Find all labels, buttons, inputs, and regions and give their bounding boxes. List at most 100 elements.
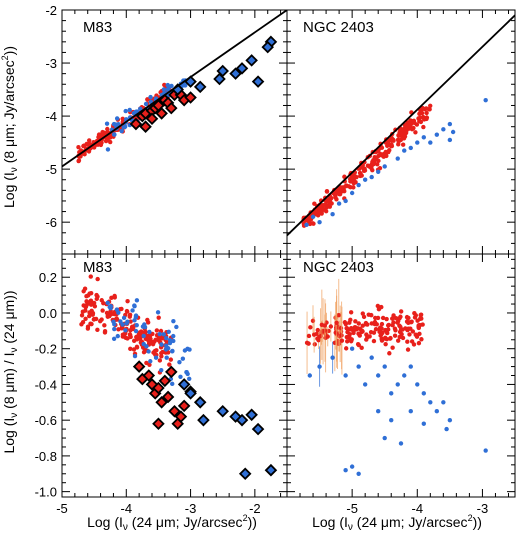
point-red [415,318,420,323]
point-red [108,139,113,145]
point-blue [165,82,170,88]
point-diamond-blue [216,404,229,418]
point-red [80,309,86,314]
point-red [85,324,91,329]
point-red [410,329,416,334]
point-red [84,294,89,299]
point-blue [111,132,117,137]
point-blue [114,116,120,121]
point-blue [369,174,374,180]
point-red [396,139,401,144]
point-blue [447,137,453,143]
point-blue [376,409,381,414]
point-blue [174,324,179,330]
point-red [306,341,311,346]
point-red [419,316,424,321]
point-red [387,336,393,341]
point-red [116,327,121,332]
point-blue [163,347,169,352]
point-diamond-blue [216,64,229,78]
point-red [417,331,422,337]
point-red [338,325,344,331]
point-red [406,124,411,129]
point-blue [307,373,312,378]
point-blue [169,83,174,89]
point-red [107,313,112,319]
point-red [411,125,416,131]
point-red [105,126,110,132]
point-diamond-red [174,410,188,423]
point-red [373,315,378,321]
point-blue [450,129,456,135]
point-diamond-red [129,117,143,131]
point-blue [166,329,171,334]
panel-3-frame [286,253,516,498]
point-blue [147,329,152,335]
point-red [114,317,120,322]
point-blue [356,182,361,188]
point-red [398,127,403,132]
point-red [323,202,328,208]
point-blue [138,106,143,112]
point-red [416,340,422,346]
point-red [131,347,137,352]
point-red [383,341,388,347]
point-red [400,335,406,341]
point-blue [130,308,135,313]
point-red [400,142,406,147]
point-red [384,316,389,322]
point-blue [178,374,183,379]
point-red [339,338,345,343]
point-red [334,320,339,326]
point-red [353,319,358,324]
point-blue [111,336,117,341]
point-red [106,135,111,140]
point-red [350,175,355,181]
point-blue [108,306,113,311]
point-blue [187,376,192,381]
point-blue [421,391,426,396]
point-red [156,315,161,320]
point-red [411,342,417,347]
point-red [329,201,334,206]
point-blue [434,132,440,137]
point-diamond-blue [261,40,274,54]
point-red [316,209,321,215]
point-red [344,334,350,340]
point-blue [132,353,138,359]
point-diamond-blue [177,378,191,391]
point-blue [330,355,335,360]
point-red [87,291,92,296]
point-red [134,345,140,350]
point-blue [170,381,175,387]
point-blue [421,135,426,140]
point-red [306,333,312,339]
point-diamond-blue [245,54,258,67]
point-red [333,330,338,335]
point-blue [115,333,120,339]
point-red [360,323,365,328]
point-diamond-red [155,396,168,409]
point-red [156,335,162,340]
point-red [95,276,100,282]
point-red [324,189,330,194]
point-diamond-red [177,399,191,413]
point-blue [159,367,164,373]
point-red [368,329,374,335]
point-red [168,357,174,362]
panel-0-frame [61,9,288,255]
point-diamond-red [132,360,146,373]
point-red [343,321,348,327]
point-blue [330,212,335,217]
point-red [83,316,88,322]
panel-0-marks [62,10,287,168]
point-red [385,323,391,328]
point-blue [143,101,149,107]
point-red [384,153,389,159]
point-red [102,328,108,334]
point-red [125,298,130,304]
point-red [345,339,350,344]
point-red [348,339,354,344]
point-blue [153,355,159,360]
point-blue [382,364,387,369]
